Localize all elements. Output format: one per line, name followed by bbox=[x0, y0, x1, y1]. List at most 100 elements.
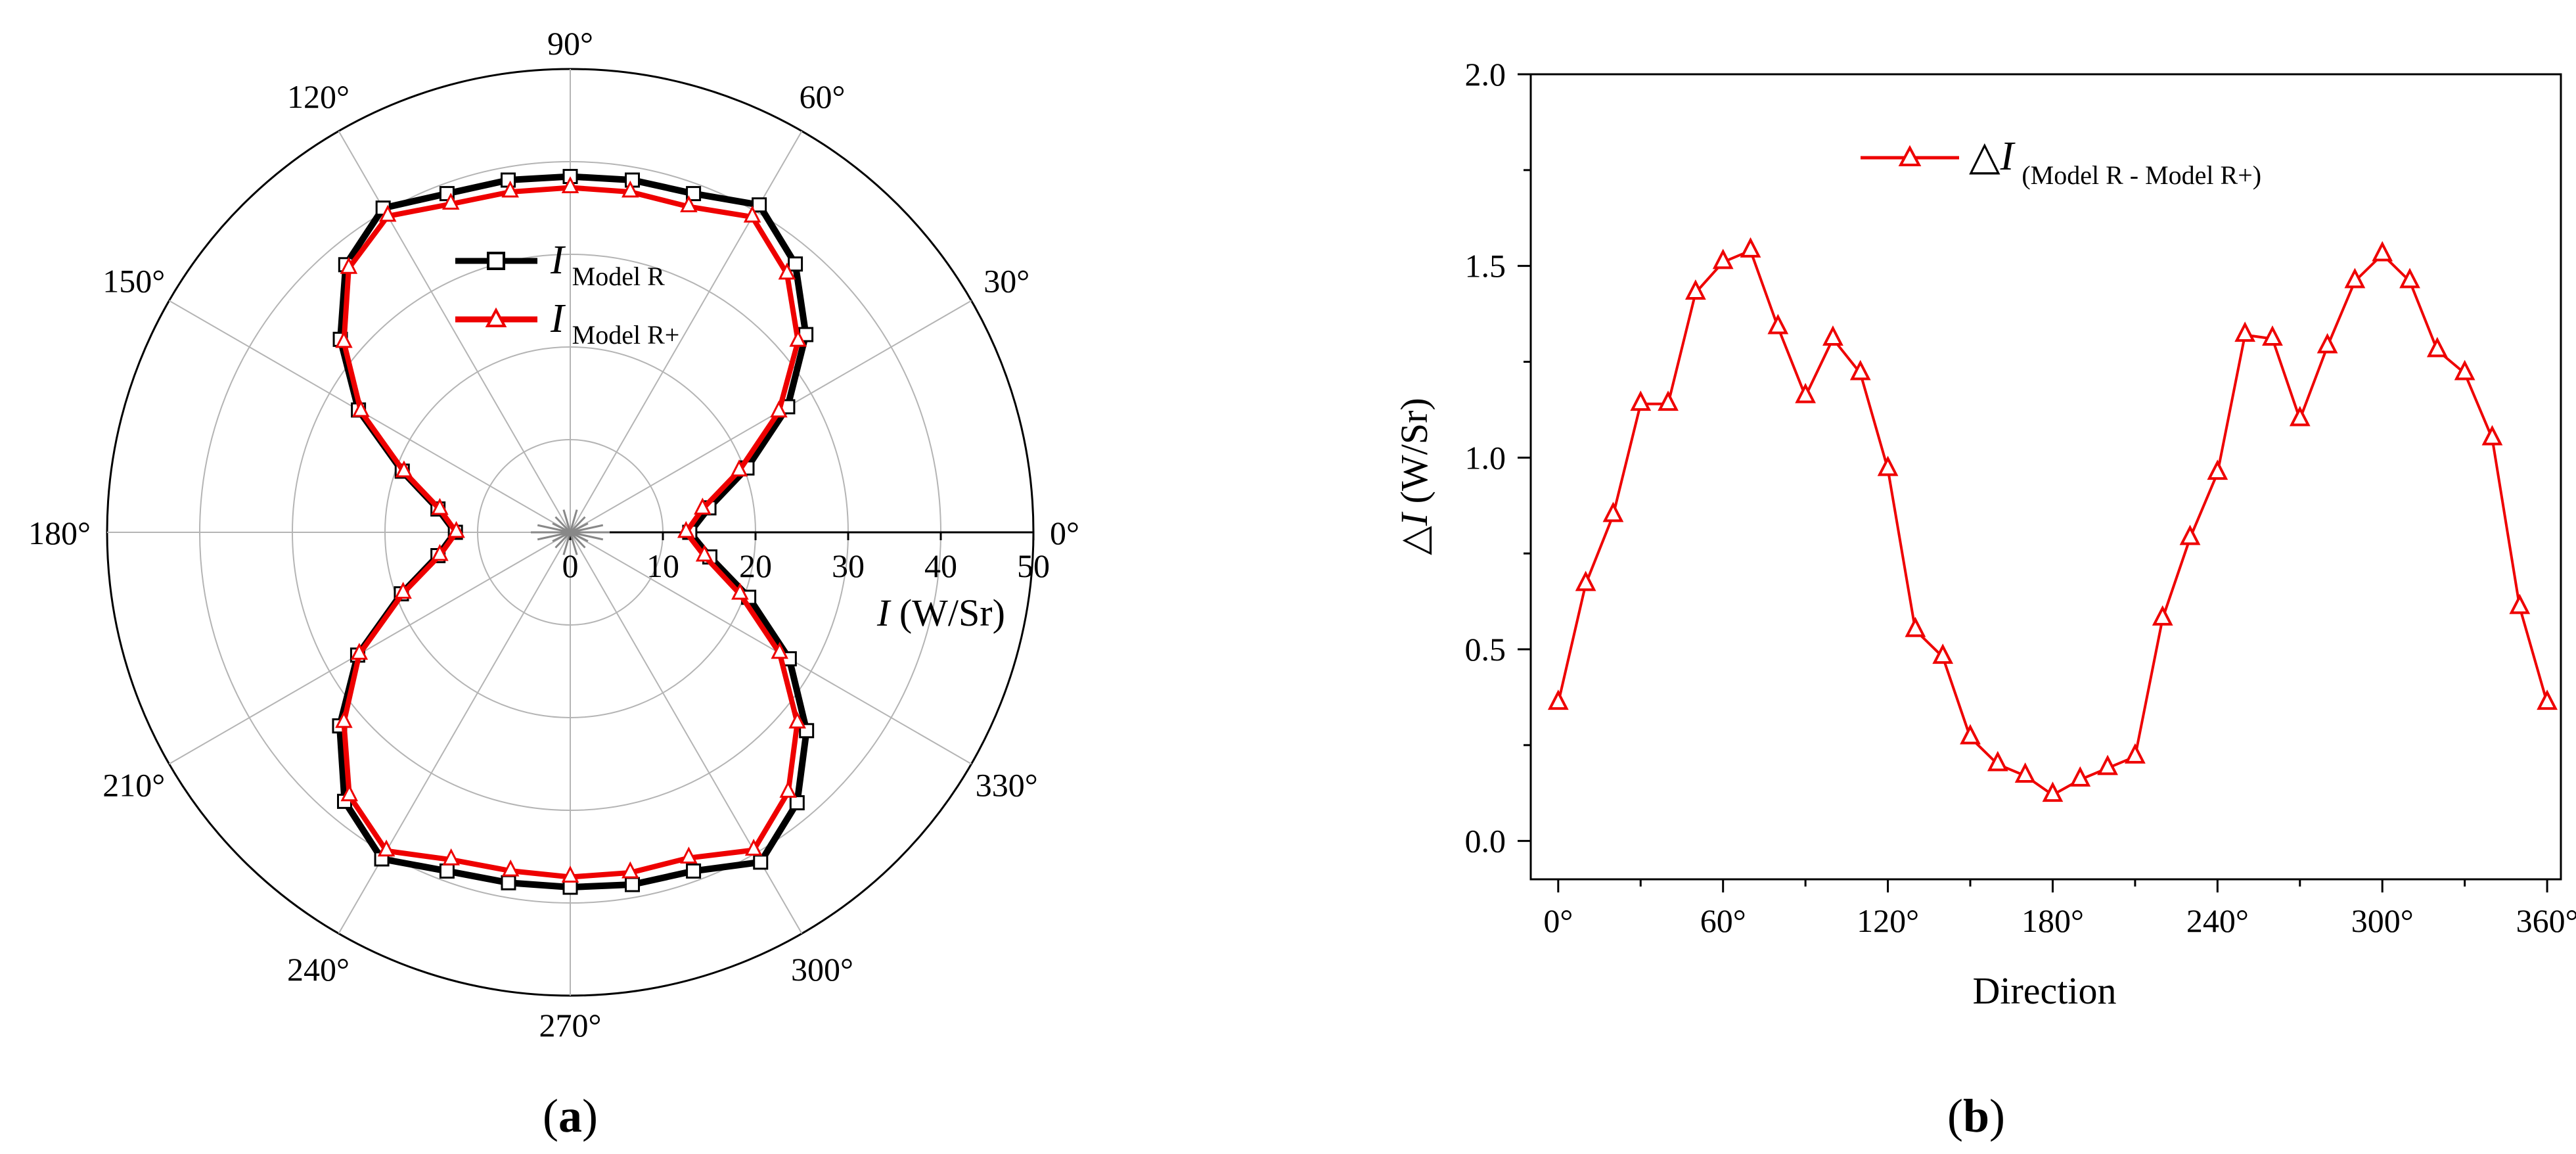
polar-point-model-r-plus bbox=[340, 784, 359, 802]
delta-point bbox=[1960, 724, 1981, 745]
polar-point-model-r-plus bbox=[335, 710, 353, 728]
y-tick-label-0.5: 0.5 bbox=[1465, 631, 1506, 668]
y-tick-label-2.0: 2.0 bbox=[1465, 56, 1506, 93]
delta-point bbox=[2316, 333, 2338, 354]
x-axis-title: Direction bbox=[1972, 969, 2116, 1012]
legend-label-model-r-plus: I Model R+ bbox=[550, 296, 679, 350]
polar-angle-labels: 0° 30° 60° 90° 120° 150° 180° 210° 240° 270° 300° 3… bbox=[28, 25, 1079, 1044]
delta-point bbox=[1822, 325, 1843, 346]
noise-stroke bbox=[554, 531, 572, 549]
polar-point-model-r bbox=[686, 863, 702, 879]
noise-stroke bbox=[570, 531, 604, 541]
noise-stroke bbox=[570, 522, 589, 534]
delta-series bbox=[1547, 237, 2558, 802]
noise-stroke bbox=[569, 509, 578, 533]
polar-point-model-r bbox=[788, 256, 803, 272]
polar-point-model-r-plus bbox=[340, 256, 358, 274]
y-axis-title: △I (W/Sr) bbox=[1393, 398, 1435, 555]
legend-model-r-plus-main: I bbox=[550, 296, 566, 341]
y-axis-symbol: △I bbox=[1393, 511, 1435, 555]
legend-marker-delta bbox=[1898, 145, 1922, 166]
polar-spoke-330 bbox=[570, 532, 972, 765]
polar-point-model-r bbox=[753, 854, 769, 870]
delta-point bbox=[1602, 501, 1624, 522]
polar-point-model-r bbox=[789, 795, 805, 811]
polar-point-model-r-plus bbox=[431, 543, 449, 561]
x-tick-label-180: 180° bbox=[2022, 902, 2084, 939]
polar-point-model-r bbox=[562, 879, 578, 895]
polar-point-model-r-plus bbox=[621, 861, 639, 879]
polar-point-model-r-plus bbox=[394, 582, 412, 599]
delta-point bbox=[1987, 750, 2008, 772]
polar-point-model-r bbox=[625, 877, 641, 892]
y-axis-unit: (W/Sr) bbox=[1393, 398, 1435, 513]
polar-radial-ticks: 0 10 20 30 40 50 bbox=[562, 532, 1050, 584]
delta-point bbox=[2207, 459, 2228, 480]
legend-delta-main: △I bbox=[1969, 134, 2016, 179]
polar-point-model-r-plus bbox=[350, 643, 369, 660]
delta-point bbox=[1877, 455, 1899, 476]
polar-point-model-r-plus bbox=[677, 520, 695, 538]
polar-point-model-r-plus bbox=[378, 204, 397, 222]
polar-point-model-r-plus bbox=[743, 205, 761, 223]
polar-point-model-r-plus bbox=[335, 331, 353, 348]
delta-point bbox=[2537, 689, 2558, 710]
polar-point-model-r-plus bbox=[561, 865, 579, 883]
delta-point bbox=[2042, 781, 2064, 802]
delta-point bbox=[2344, 267, 2366, 288]
polar-point-model-r-plus bbox=[778, 262, 796, 280]
polar-radial-axis-symbol: I bbox=[876, 591, 892, 634]
polar-point-model-r-plus bbox=[501, 859, 520, 877]
polar-legend: I Model R I Model R+ bbox=[455, 238, 679, 350]
legend-model-r-main: I bbox=[550, 238, 566, 283]
polar-series-model-r-plus bbox=[335, 176, 807, 883]
plot-frame bbox=[1529, 73, 2562, 881]
polar-spoke-240 bbox=[338, 532, 571, 935]
x-tick-label-60: 60° bbox=[1700, 902, 1746, 939]
polar-angle-label-300: 300° bbox=[791, 951, 853, 988]
polar-point-model-r-plus bbox=[770, 400, 788, 418]
x-axis-ticks: 0° 60° 120° 180° 240° 300° 360° bbox=[1543, 879, 2576, 939]
polar-angle-label-210: 210° bbox=[102, 767, 165, 804]
polar-series bbox=[332, 169, 815, 895]
polar-radial-tick-label-20: 20 bbox=[739, 547, 772, 584]
polar-point-model-r bbox=[752, 197, 767, 213]
polar-angle-label-150: 150° bbox=[102, 263, 165, 300]
delta-point bbox=[2399, 267, 2420, 288]
polar-spoke-150 bbox=[168, 300, 571, 533]
noise-stroke bbox=[552, 531, 571, 542]
delta-point bbox=[2289, 405, 2311, 427]
legend-marker-model-r bbox=[487, 252, 505, 270]
polar-point-model-r-plus bbox=[730, 459, 748, 476]
polar-angle-label-240: 240° bbox=[287, 951, 350, 988]
noise-stroke bbox=[569, 532, 578, 555]
legend-model-r-plus-sub: Model R+ bbox=[572, 320, 680, 350]
delta-point bbox=[1795, 382, 1817, 404]
delta-point bbox=[2152, 605, 2173, 626]
noise-stroke bbox=[570, 524, 604, 534]
delta-point bbox=[1630, 390, 1652, 411]
polar-radial-tick-label-30: 30 bbox=[832, 547, 865, 584]
polar-point-model-r-plus bbox=[695, 544, 713, 562]
x-tick-label-120: 120° bbox=[1857, 902, 1919, 939]
polar-point-model-r-plus bbox=[377, 839, 395, 857]
polar-angle-label-330: 330° bbox=[976, 767, 1038, 804]
polar-point-model-r bbox=[439, 863, 455, 879]
delta-point bbox=[2481, 425, 2503, 446]
polar-point-model-r bbox=[686, 186, 702, 202]
polar-point-model-r-plus bbox=[680, 195, 698, 212]
legend-label-model-r: I Model R bbox=[550, 238, 665, 291]
delta-point bbox=[1575, 570, 1596, 591]
legend-model-r-sub: Model R bbox=[572, 262, 665, 291]
noise-stroke bbox=[562, 509, 572, 533]
polar-radial-axis-title: I (W/Sr) bbox=[876, 591, 1005, 634]
delta-legend: △I (Model R - Model R+) bbox=[1861, 134, 2261, 190]
delta-point bbox=[1932, 643, 1954, 664]
delta-point bbox=[2262, 325, 2283, 346]
x-tick-label-360: 360° bbox=[2516, 902, 2576, 939]
panel-a-letter: a bbox=[558, 1090, 582, 1142]
polar-point-model-r-plus bbox=[731, 582, 749, 600]
y-tick-label-0.0: 0.0 bbox=[1465, 823, 1506, 860]
polar-chart: 0° 30° 60° 90° 120° 150° 180° 210° 240° 270° 300° 3… bbox=[28, 25, 1079, 1142]
